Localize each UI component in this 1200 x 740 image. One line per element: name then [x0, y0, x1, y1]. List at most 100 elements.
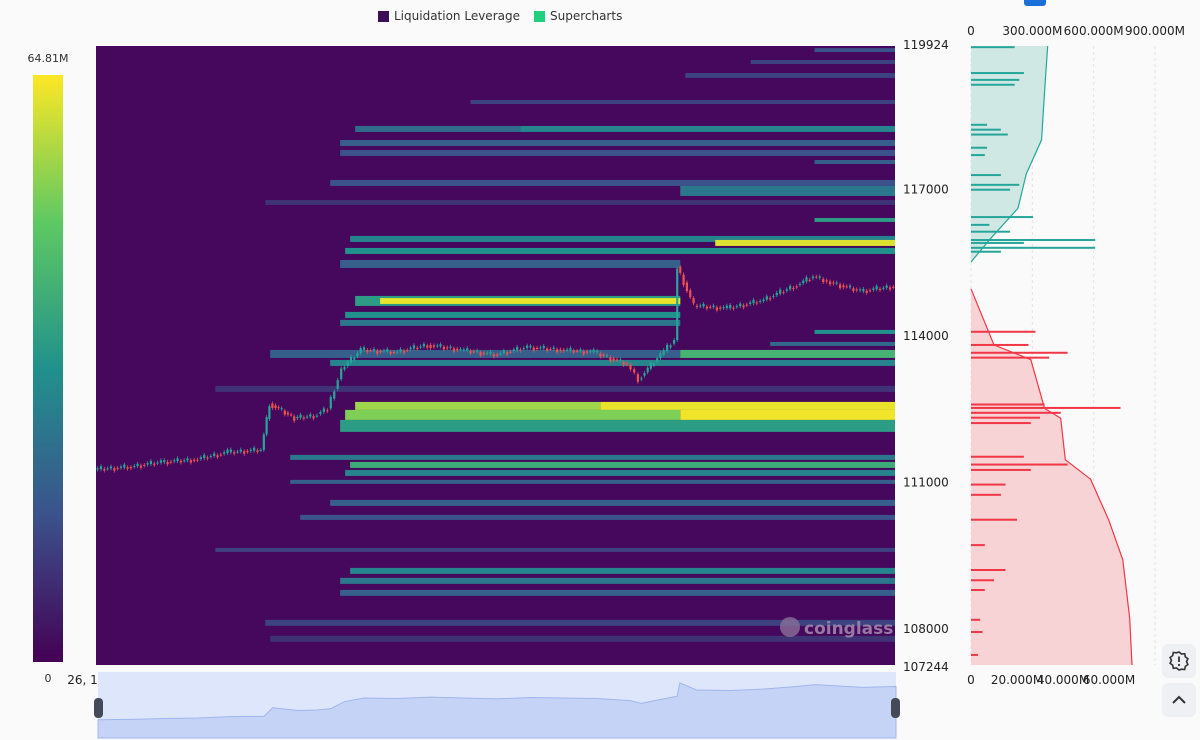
- short-liquidation-bar: [971, 72, 1024, 75]
- heatmap-area[interactable]: [96, 46, 896, 665]
- candle: [336, 380, 339, 389]
- candle: [386, 349, 389, 352]
- watermark: coinglass: [780, 617, 893, 639]
- heatmap-band: [350, 235, 895, 242]
- long-liquidation-bar: [971, 579, 994, 582]
- candle: [725, 305, 728, 309]
- legend-item-liquidation-leverage[interactable]: Liquidation Leverage: [378, 9, 520, 23]
- price-tick-label: 117000: [903, 183, 949, 197]
- candle: [333, 391, 336, 399]
- candle: [649, 362, 652, 369]
- candle: [219, 454, 222, 456]
- candle: [315, 415, 319, 417]
- candle: [828, 281, 832, 285]
- heatmap-band: [340, 319, 681, 326]
- candle: [679, 266, 682, 273]
- candle: [189, 460, 192, 463]
- chart-legend: Liquidation Leverage Supercharts: [378, 9, 622, 23]
- short-liquidation-bar: [971, 250, 1001, 253]
- candle: [549, 348, 552, 350]
- candle: [835, 282, 838, 284]
- long-liquidation-bar: [971, 411, 1061, 414]
- candle: [343, 366, 346, 370]
- candle: [186, 458, 189, 461]
- candle: [196, 459, 199, 461]
- chevron-up-icon: [1172, 695, 1186, 704]
- candle: [595, 350, 599, 353]
- heatmap-band: [814, 48, 895, 53]
- candle: [426, 345, 429, 348]
- candle: [818, 276, 821, 278]
- candle: [862, 289, 865, 292]
- candle: [709, 306, 712, 308]
- long-liquidation-bar: [971, 630, 983, 633]
- candle: [858, 289, 862, 291]
- candle: [99, 466, 103, 470]
- candle: [699, 305, 702, 307]
- short-liquidation-bar: [971, 146, 988, 149]
- candle: [256, 450, 259, 452]
- candle: [579, 349, 582, 352]
- candle: [689, 290, 692, 298]
- colorbar-max-label: 64.81M: [28, 52, 69, 65]
- candle: [183, 460, 186, 462]
- candle: [372, 349, 376, 351]
- short-liquidation-bar: [971, 133, 1008, 136]
- candle: [512, 349, 515, 352]
- candle: [479, 352, 482, 356]
- candle: [466, 348, 469, 351]
- candle: [169, 461, 173, 463]
- candle: [629, 364, 632, 370]
- candle: [605, 355, 609, 357]
- candle: [296, 416, 299, 419]
- short-liquidation-bar: [971, 154, 985, 157]
- legend-item-supercharts[interactable]: Supercharts: [533, 9, 622, 23]
- candle: [179, 460, 182, 463]
- liquidation-histogram: 0 300.000M 600.000M 900.000M 0 20.000M40.000M…: [967, 24, 1185, 687]
- candle: [159, 460, 163, 463]
- candle: [646, 367, 649, 373]
- candle: [206, 457, 209, 459]
- navigator[interactable]: [94, 672, 900, 739]
- candle: [745, 304, 748, 306]
- candle: [286, 412, 290, 415]
- candle: [366, 350, 369, 353]
- price-tick-label: 119924: [903, 38, 949, 52]
- candle: [845, 286, 848, 288]
- collapse-button[interactable]: [1162, 683, 1196, 717]
- price-tick-label: 111000: [903, 476, 949, 490]
- alert-button[interactable]: [1162, 644, 1196, 678]
- candle: [808, 279, 811, 281]
- candle: [888, 287, 892, 290]
- candle: [133, 466, 136, 468]
- candle: [146, 463, 149, 465]
- candle: [136, 463, 139, 467]
- candle: [166, 461, 169, 465]
- candle: [798, 283, 802, 285]
- candle: [802, 280, 805, 284]
- candle: [340, 368, 343, 380]
- candle: [825, 280, 828, 282]
- candle: [139, 465, 143, 468]
- long-liquidation-bar: [971, 544, 985, 547]
- candle: [173, 460, 176, 462]
- candle: [719, 307, 722, 309]
- candle: [246, 451, 249, 453]
- candle: [103, 468, 106, 471]
- navigator-left-handle[interactable]: [94, 698, 103, 718]
- candle: [216, 455, 219, 458]
- toggle-checkbox[interactable]: [1024, 0, 1046, 6]
- candle: [274, 405, 277, 409]
- candle: [559, 349, 562, 351]
- candle: [855, 289, 858, 291]
- long-liquidation-bar: [971, 343, 1029, 346]
- heatmap-band: [340, 139, 895, 146]
- candle: [785, 289, 788, 291]
- candle: [792, 287, 795, 290]
- candle: [589, 351, 592, 353]
- candle: [602, 354, 605, 356]
- candle: [486, 352, 489, 354]
- heatmap-band: [345, 247, 895, 254]
- navigator-right-handle[interactable]: [891, 698, 900, 718]
- candle: [842, 285, 845, 288]
